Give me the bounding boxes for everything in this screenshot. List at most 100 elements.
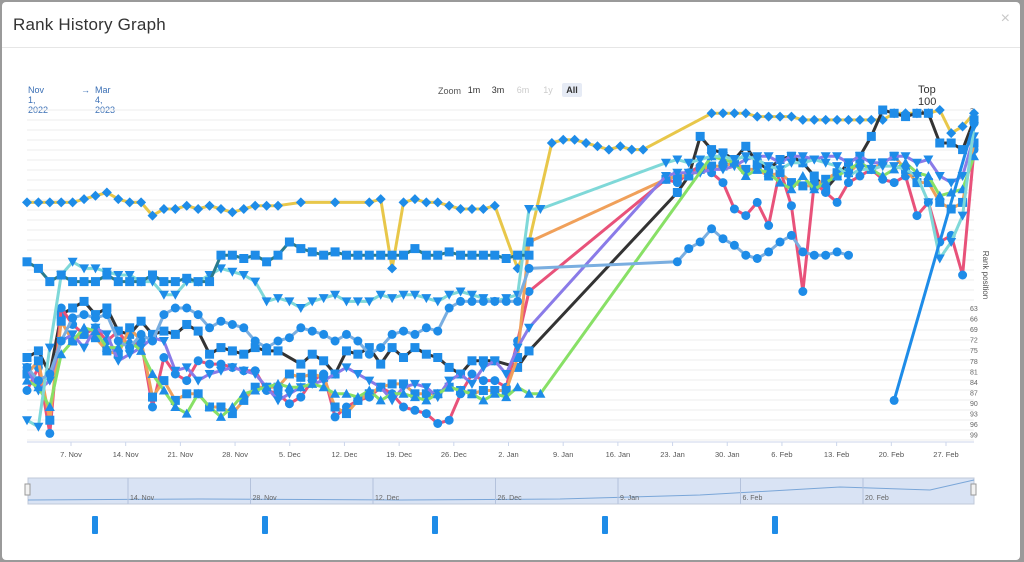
data-point[interactable] <box>957 211 968 221</box>
data-point[interactable] <box>364 376 375 386</box>
data-point[interactable] <box>923 171 934 180</box>
data-point[interactable] <box>284 399 294 409</box>
data-point[interactable] <box>455 370 466 379</box>
data-point[interactable] <box>170 204 181 214</box>
data-point[interactable] <box>250 385 261 395</box>
data-point[interactable] <box>832 171 843 180</box>
data-point[interactable] <box>284 297 295 307</box>
data-point[interactable] <box>478 363 489 373</box>
data-point[interactable] <box>90 333 100 343</box>
data-point[interactable] <box>159 277 169 287</box>
data-point[interactable] <box>889 395 899 405</box>
data-point[interactable] <box>307 326 317 336</box>
data-point[interactable] <box>330 290 341 300</box>
data-point[interactable] <box>866 165 877 175</box>
data-point[interactable] <box>113 194 124 205</box>
data-point[interactable] <box>889 152 900 162</box>
navigator-handle-left[interactable] <box>24 483 31 496</box>
data-point[interactable] <box>466 290 477 300</box>
legend-item[interactable] <box>602 514 752 536</box>
data-point[interactable] <box>946 238 957 247</box>
data-point[interactable] <box>513 250 523 260</box>
data-point[interactable] <box>341 329 351 339</box>
close-icon[interactable]: × <box>1000 10 1010 27</box>
data-point[interactable] <box>216 250 226 260</box>
data-point[interactable] <box>158 385 169 395</box>
data-point[interactable] <box>752 155 763 165</box>
data-point[interactable] <box>56 270 66 280</box>
data-point[interactable] <box>159 310 169 320</box>
data-point[interactable] <box>227 363 238 373</box>
legend-item[interactable] <box>262 514 412 536</box>
data-point[interactable] <box>854 165 865 175</box>
data-point[interactable] <box>466 204 477 214</box>
data-point[interactable] <box>478 376 488 386</box>
data-point[interactable] <box>775 177 786 187</box>
series-7[interactable] <box>22 224 853 386</box>
data-point[interactable] <box>912 178 922 188</box>
data-point[interactable] <box>672 168 683 178</box>
data-point[interactable] <box>764 247 774 257</box>
data-point[interactable] <box>353 250 363 260</box>
data-point[interactable] <box>33 376 43 386</box>
data-point[interactable] <box>113 271 124 280</box>
legend-item[interactable] <box>772 514 922 536</box>
data-point[interactable] <box>147 277 158 287</box>
data-point[interactable] <box>957 121 968 132</box>
data-point[interactable] <box>524 250 534 260</box>
data-point[interactable] <box>79 343 90 353</box>
data-point[interactable] <box>341 250 351 260</box>
data-point[interactable] <box>775 165 786 175</box>
data-point[interactable] <box>432 197 443 208</box>
data-point[interactable] <box>364 297 375 307</box>
data-point[interactable] <box>193 326 203 336</box>
data-point[interactable] <box>364 349 374 359</box>
data-point[interactable] <box>501 392 512 402</box>
data-point[interactable] <box>330 370 341 379</box>
data-point[interactable] <box>832 197 842 207</box>
data-point[interactable] <box>295 304 306 313</box>
data-point[interactable] <box>330 336 340 346</box>
data-point[interactable] <box>524 388 535 398</box>
data-point[interactable] <box>352 297 363 307</box>
data-point[interactable] <box>809 114 820 125</box>
data-point[interactable] <box>148 402 158 412</box>
data-point[interactable] <box>125 277 135 287</box>
data-point[interactable] <box>900 157 911 167</box>
data-point[interactable] <box>421 349 431 359</box>
data-point[interactable] <box>216 359 226 369</box>
data-point[interactable] <box>877 171 888 180</box>
data-point[interactable] <box>79 194 90 205</box>
data-point[interactable] <box>215 366 226 376</box>
data-point[interactable] <box>843 164 854 174</box>
data-point[interactable] <box>775 158 786 168</box>
data-point[interactable] <box>752 254 762 263</box>
data-point[interactable] <box>969 118 979 128</box>
data-point[interactable] <box>581 138 592 148</box>
series-8[interactable] <box>22 237 534 287</box>
zoom-all-button[interactable]: All <box>562 83 582 97</box>
data-point[interactable] <box>125 329 135 339</box>
data-point[interactable] <box>843 172 854 181</box>
data-point[interactable] <box>33 263 43 273</box>
data-point[interactable] <box>398 383 409 393</box>
data-point[interactable] <box>923 198 934 208</box>
data-point[interactable] <box>216 402 226 412</box>
data-point[interactable] <box>376 250 386 260</box>
data-point[interactable] <box>524 287 534 296</box>
data-point[interactable] <box>136 336 146 346</box>
legend-item[interactable] <box>92 514 242 536</box>
data-point[interactable] <box>113 277 123 287</box>
data-point[interactable] <box>489 200 500 211</box>
data-point[interactable] <box>22 362 32 372</box>
data-point[interactable] <box>398 290 409 300</box>
data-point[interactable] <box>889 178 899 188</box>
data-point[interactable] <box>866 114 877 125</box>
data-point[interactable] <box>158 337 169 346</box>
data-point[interactable] <box>227 402 238 411</box>
data-point[interactable] <box>124 197 135 208</box>
data-point[interactable] <box>741 141 751 151</box>
data-point[interactable] <box>113 342 124 352</box>
data-point[interactable] <box>513 362 523 372</box>
data-point[interactable] <box>672 188 682 197</box>
